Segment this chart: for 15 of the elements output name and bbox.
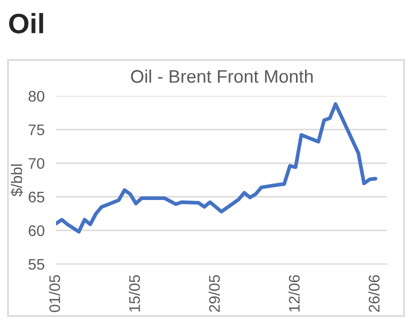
y-axis-title: $/bbl [10, 164, 24, 196]
chart-subtitle: Oil - Brent Front Month [131, 70, 313, 83]
x-tick-label: 12/06 [288, 275, 300, 312]
chart-title: Oil [9, 13, 44, 34]
x-tick-label: 29/05 [208, 275, 220, 312]
line-series [56, 102, 378, 234]
x-tick-label: 15/05 [128, 275, 140, 312]
y-tick-label: 75 [28, 124, 44, 136]
y-tick-label: 60 [28, 225, 44, 236]
x-tick-label: 26/06 [368, 275, 380, 312]
y-tick-label: 65 [28, 192, 44, 202]
x-tick-label: 01/05 [48, 275, 60, 312]
y-tick-label: 70 [28, 158, 44, 169]
y-tick-label: 80 [28, 90, 44, 102]
y-tick-label: 55 [28, 259, 44, 270]
